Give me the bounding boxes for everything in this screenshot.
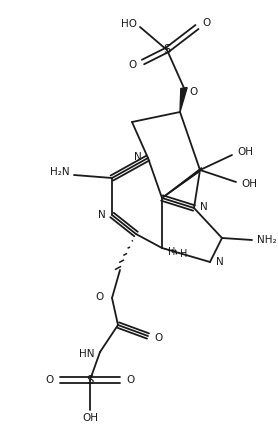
Text: N: N bbox=[134, 152, 142, 162]
Text: O: O bbox=[202, 18, 210, 28]
Text: N: N bbox=[216, 257, 224, 267]
Text: S: S bbox=[86, 373, 94, 386]
Text: H: H bbox=[180, 249, 187, 259]
Text: OH: OH bbox=[237, 147, 253, 157]
Text: N: N bbox=[200, 202, 208, 212]
Text: OH: OH bbox=[241, 179, 257, 189]
Text: H: H bbox=[168, 247, 175, 257]
Polygon shape bbox=[180, 87, 187, 112]
Text: S: S bbox=[163, 44, 171, 56]
Text: O: O bbox=[126, 375, 134, 385]
Polygon shape bbox=[162, 167, 202, 198]
Text: N: N bbox=[98, 210, 106, 220]
Text: H₂N: H₂N bbox=[50, 167, 70, 177]
Text: HO: HO bbox=[121, 19, 137, 29]
Text: OH: OH bbox=[82, 413, 98, 423]
Text: O: O bbox=[129, 60, 137, 70]
Text: O: O bbox=[154, 333, 162, 343]
Text: O: O bbox=[96, 292, 104, 302]
Text: O: O bbox=[46, 375, 54, 385]
Text: NH₂: NH₂ bbox=[257, 235, 277, 245]
Text: O: O bbox=[189, 87, 197, 97]
Text: HN: HN bbox=[80, 349, 95, 359]
